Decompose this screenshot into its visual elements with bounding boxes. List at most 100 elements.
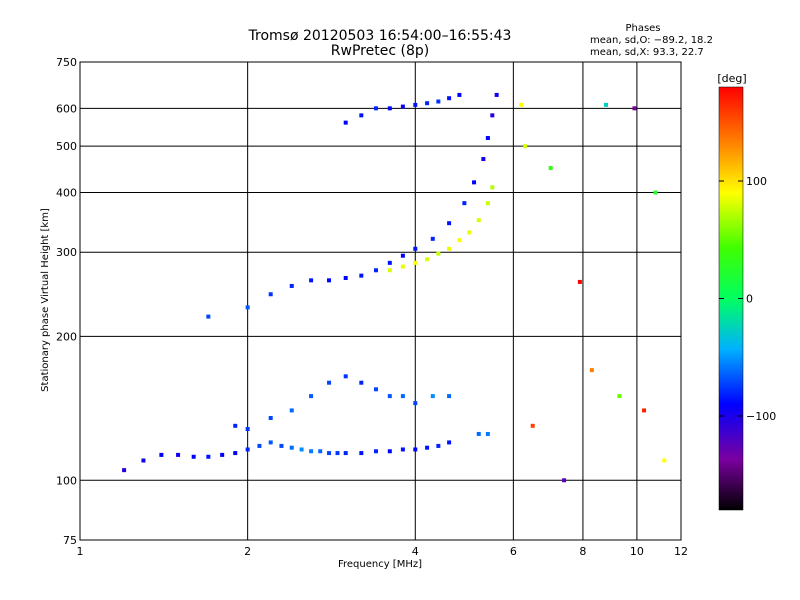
colorbar-tick-label: −100 [746,410,776,423]
x-tick-label: 1 [77,545,84,558]
chart-title: Tromsø 20120503 16:54:00–16:55:43 [248,28,512,44]
data-point [494,92,499,97]
data-point [206,314,211,319]
data-point [523,144,528,149]
data-point [373,449,378,454]
data-point [653,190,658,195]
data-point [617,394,622,399]
data-point [373,106,378,111]
data-point [309,394,314,399]
data-point [400,253,405,258]
data-point [519,102,524,107]
data-point [425,445,430,450]
data-point [436,443,441,448]
data-point [373,387,378,392]
data-point [245,447,250,452]
data-point [530,423,535,428]
data-point [577,279,582,284]
data-point [387,260,392,265]
y-tick-label: 75 [63,534,77,547]
data-point [343,451,348,456]
data-point [289,445,294,450]
data-point [299,447,304,452]
data-point [335,451,340,456]
data-point [359,451,364,456]
data-point [373,268,378,273]
data-point [122,468,127,473]
x-axis-ticks: 1 2 4 6 8 10 12 [77,545,689,558]
x-tick-label: 4 [412,545,419,558]
data-point [327,380,332,385]
data-point [632,106,637,111]
data-point [413,447,418,452]
colorbar-tick-label: 100 [746,175,767,188]
y-tick-label: 100 [56,474,77,487]
data-point [603,102,608,107]
y-tick-label: 400 [56,186,77,199]
data-point [447,394,452,399]
chart-subtitle: RwPretec (8p) [331,43,429,59]
data-point [481,157,486,162]
data-point [413,102,418,107]
data-point [436,251,441,256]
y-tick-label: 300 [56,246,77,259]
data-point [343,275,348,280]
data-point [309,449,314,454]
data-point [245,305,250,310]
data-point [562,478,567,483]
phases-stats-title: Phases [625,23,660,34]
data-point [387,268,392,273]
data-point [476,431,481,436]
x-tick-label: 6 [510,545,517,558]
colorbar-tick-label: 0 [746,293,753,306]
data-point [447,221,452,226]
data-point [233,451,238,456]
data-point [457,92,462,97]
data-point [359,380,364,385]
data-point [476,218,481,223]
y-axis-ticks: 75 100 200 300 400 500 600 750 [56,56,77,547]
data-point [206,454,211,459]
y-tick-label: 500 [56,140,77,153]
data-point [268,415,273,420]
x-tick-label: 12 [674,545,688,558]
data-point [662,458,667,463]
data-point [642,408,647,413]
data-point [485,136,490,141]
data-point [343,120,348,125]
data-point [387,394,392,399]
data-point [387,449,392,454]
data-points [122,92,667,483]
data-point [472,180,477,185]
data-point [289,408,294,413]
data-point [159,452,164,457]
data-point [289,283,294,288]
data-point [425,101,430,106]
y-axis-label: Stationary phase Virtual Height [km] [40,208,51,392]
data-point [327,451,332,456]
x-axis-label: Frequency [MHz] [338,559,422,570]
data-point [430,394,435,399]
data-point [467,230,472,235]
data-point [359,113,364,118]
data-point [327,278,332,283]
plot-area [79,61,682,541]
data-point [400,104,405,109]
data-point [548,166,553,171]
data-point [191,454,196,459]
phases-stats-o-mode: mean, sd,O: −89.2, 18.2 [590,35,713,46]
data-point [462,201,467,206]
data-point [490,113,495,118]
x-tick-label: 2 [244,545,251,558]
data-point [413,246,418,251]
y-tick-label: 200 [56,330,77,343]
data-point [359,273,364,278]
data-point [257,443,262,448]
data-point [279,443,284,448]
data-point [447,440,452,445]
data-point [413,260,418,265]
data-point [245,427,250,432]
colorbar-label: [deg] [717,72,746,85]
data-point [318,449,323,454]
data-point [309,278,314,283]
